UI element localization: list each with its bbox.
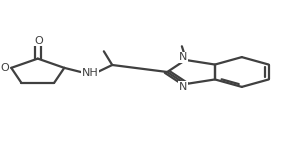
Text: NH: NH (82, 68, 98, 78)
Text: N: N (179, 82, 187, 92)
Text: O: O (34, 36, 43, 46)
Text: N: N (179, 52, 187, 62)
Text: O: O (0, 63, 9, 73)
